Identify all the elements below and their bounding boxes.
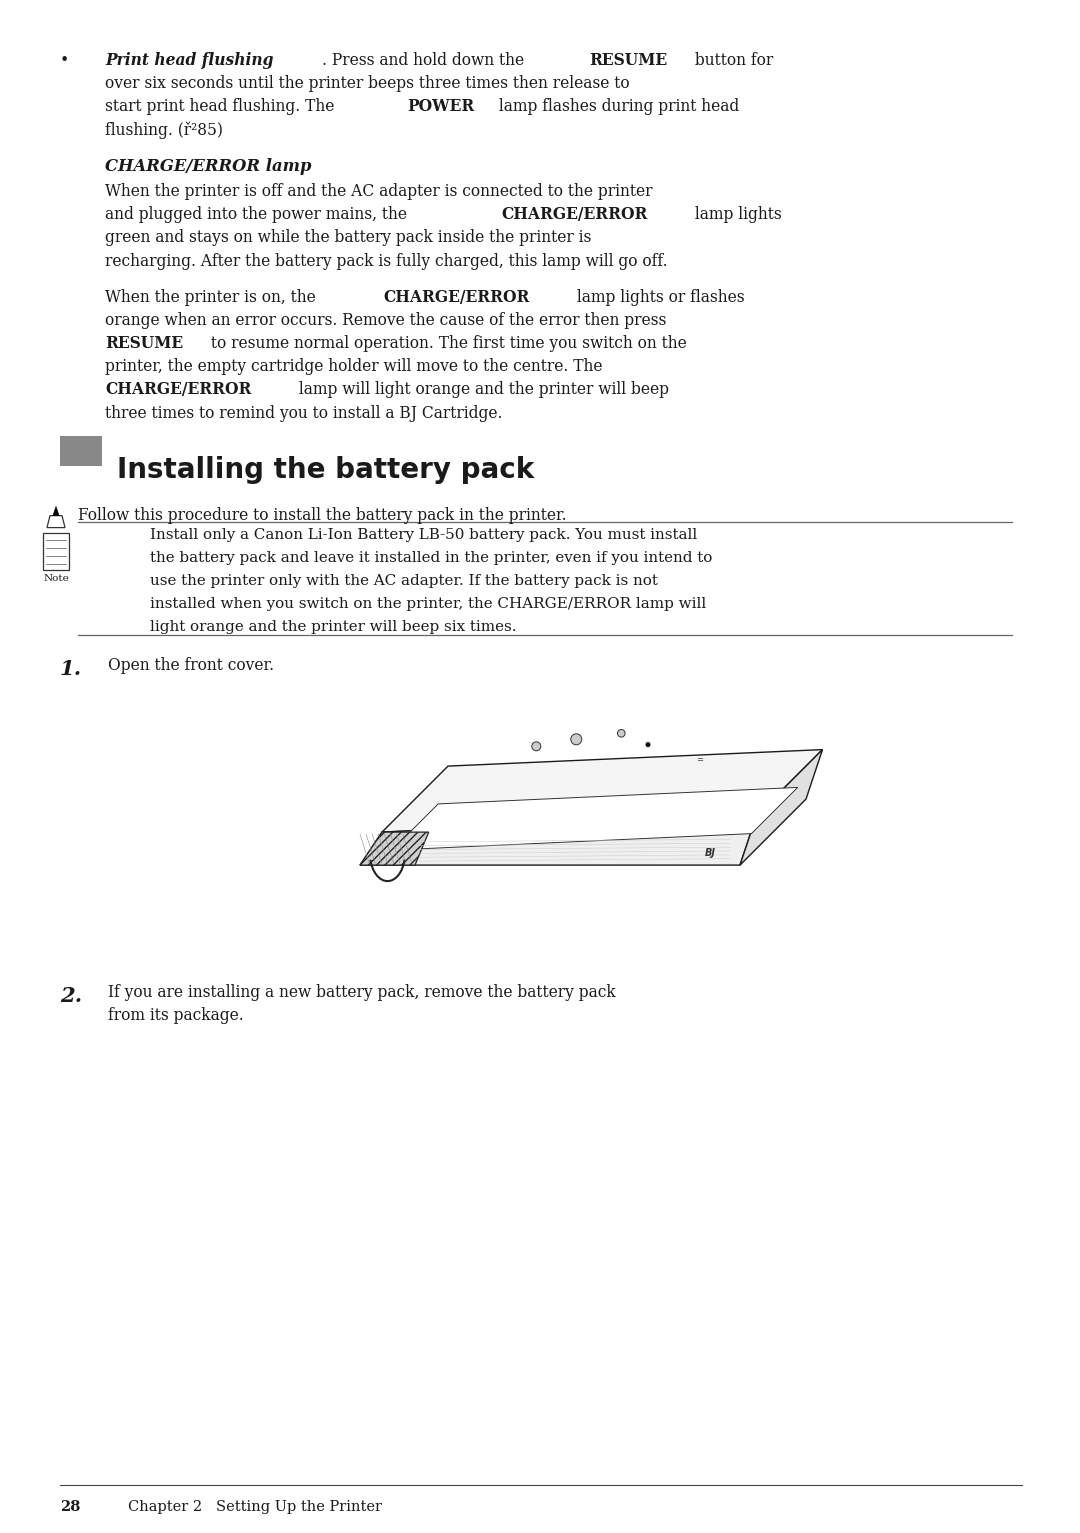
Text: Follow this procedure to install the battery pack in the printer.: Follow this procedure to install the bat… xyxy=(78,507,567,524)
Text: RESUME: RESUME xyxy=(105,336,184,353)
Text: RESUME: RESUME xyxy=(590,52,667,69)
Text: POWER: POWER xyxy=(407,98,474,115)
Polygon shape xyxy=(392,788,798,851)
Text: orange when an error occurs. Remove the cause of the error then press: orange when an error occurs. Remove the … xyxy=(105,311,666,330)
Text: CHARGE/ERROR lamp: CHARGE/ERROR lamp xyxy=(105,158,311,175)
Text: CHARGE/ERROR: CHARGE/ERROR xyxy=(501,207,647,224)
Text: installed when you switch on the printer, the CHARGE/ERROR lamp will: installed when you switch on the printer… xyxy=(150,598,706,612)
Text: . Press and hold down the: . Press and hold down the xyxy=(323,52,529,69)
Text: lamp lights or flashes: lamp lights or flashes xyxy=(572,288,745,305)
Text: green and stays on while the battery pack inside the printer is: green and stays on while the battery pac… xyxy=(105,230,592,247)
Text: Installing the battery pack: Installing the battery pack xyxy=(117,455,535,484)
Text: lamp lights: lamp lights xyxy=(690,207,782,224)
Text: Open the front cover.: Open the front cover. xyxy=(108,656,274,673)
Text: button for: button for xyxy=(690,52,773,69)
Text: 1.: 1. xyxy=(60,659,82,679)
Text: Chapter 2   Setting Up the Printer: Chapter 2 Setting Up the Printer xyxy=(129,1499,382,1515)
Text: the battery pack and leave it installed in the printer, even if you intend to: the battery pack and leave it installed … xyxy=(150,550,713,564)
Text: 28: 28 xyxy=(60,1499,80,1515)
Text: to resume normal operation. The first time you switch on the: to resume normal operation. The first ti… xyxy=(206,336,687,353)
Text: Note: Note xyxy=(43,573,69,583)
Text: three times to remind you to install a BJ Cartridge.: three times to remind you to install a B… xyxy=(105,405,502,422)
Text: lamp will light orange and the printer will beep: lamp will light orange and the printer w… xyxy=(294,382,669,399)
Text: flushing. (ř²85): flushing. (ř²85) xyxy=(105,121,222,140)
Polygon shape xyxy=(360,832,429,865)
Polygon shape xyxy=(382,750,823,832)
Text: Install only a Canon Li-Ion Battery LB-50 battery pack. You must install: Install only a Canon Li-Ion Battery LB-5… xyxy=(150,527,698,541)
Text: over six seconds until the printer beeps three times then release to: over six seconds until the printer beeps… xyxy=(105,75,630,92)
Polygon shape xyxy=(360,816,756,865)
Text: Print head flushing: Print head flushing xyxy=(105,52,273,69)
Text: CHARGE/ERROR: CHARGE/ERROR xyxy=(105,382,252,399)
Polygon shape xyxy=(53,506,59,515)
Text: =: = xyxy=(697,756,703,765)
Text: light orange and the printer will beep six times.: light orange and the printer will beep s… xyxy=(150,621,516,635)
Text: If you are installing a new battery pack, remove the battery pack: If you are installing a new battery pack… xyxy=(108,984,616,1001)
Text: CHARGE/ERROR: CHARGE/ERROR xyxy=(383,288,529,305)
Circle shape xyxy=(571,734,582,745)
Text: •: • xyxy=(60,52,69,69)
Circle shape xyxy=(618,730,625,737)
Text: lamp flashes during print head: lamp flashes during print head xyxy=(494,98,740,115)
Text: from its package.: from its package. xyxy=(108,1007,244,1024)
Bar xyxy=(60,435,102,466)
Circle shape xyxy=(531,742,541,751)
Polygon shape xyxy=(48,515,65,527)
Text: printer, the empty cartridge holder will move to the centre. The: printer, the empty cartridge holder will… xyxy=(105,359,603,376)
Text: start print head flushing. The: start print head flushing. The xyxy=(105,98,339,115)
Text: When the printer is on, the: When the printer is on, the xyxy=(105,288,321,305)
Text: When the printer is off and the AC adapter is connected to the printer: When the printer is off and the AC adapt… xyxy=(105,182,652,201)
Text: and plugged into the power mains, the: and plugged into the power mains, the xyxy=(105,207,411,224)
Text: recharging. After the battery pack is fully charged, this lamp will go off.: recharging. After the battery pack is fu… xyxy=(105,253,667,270)
Text: BJ: BJ xyxy=(704,848,715,858)
Text: use the printer only with the AC adapter. If the battery pack is not: use the printer only with the AC adapter… xyxy=(150,573,658,589)
Text: 2.: 2. xyxy=(60,986,82,1006)
Bar xyxy=(43,532,69,570)
Circle shape xyxy=(646,742,650,747)
Polygon shape xyxy=(740,750,823,865)
